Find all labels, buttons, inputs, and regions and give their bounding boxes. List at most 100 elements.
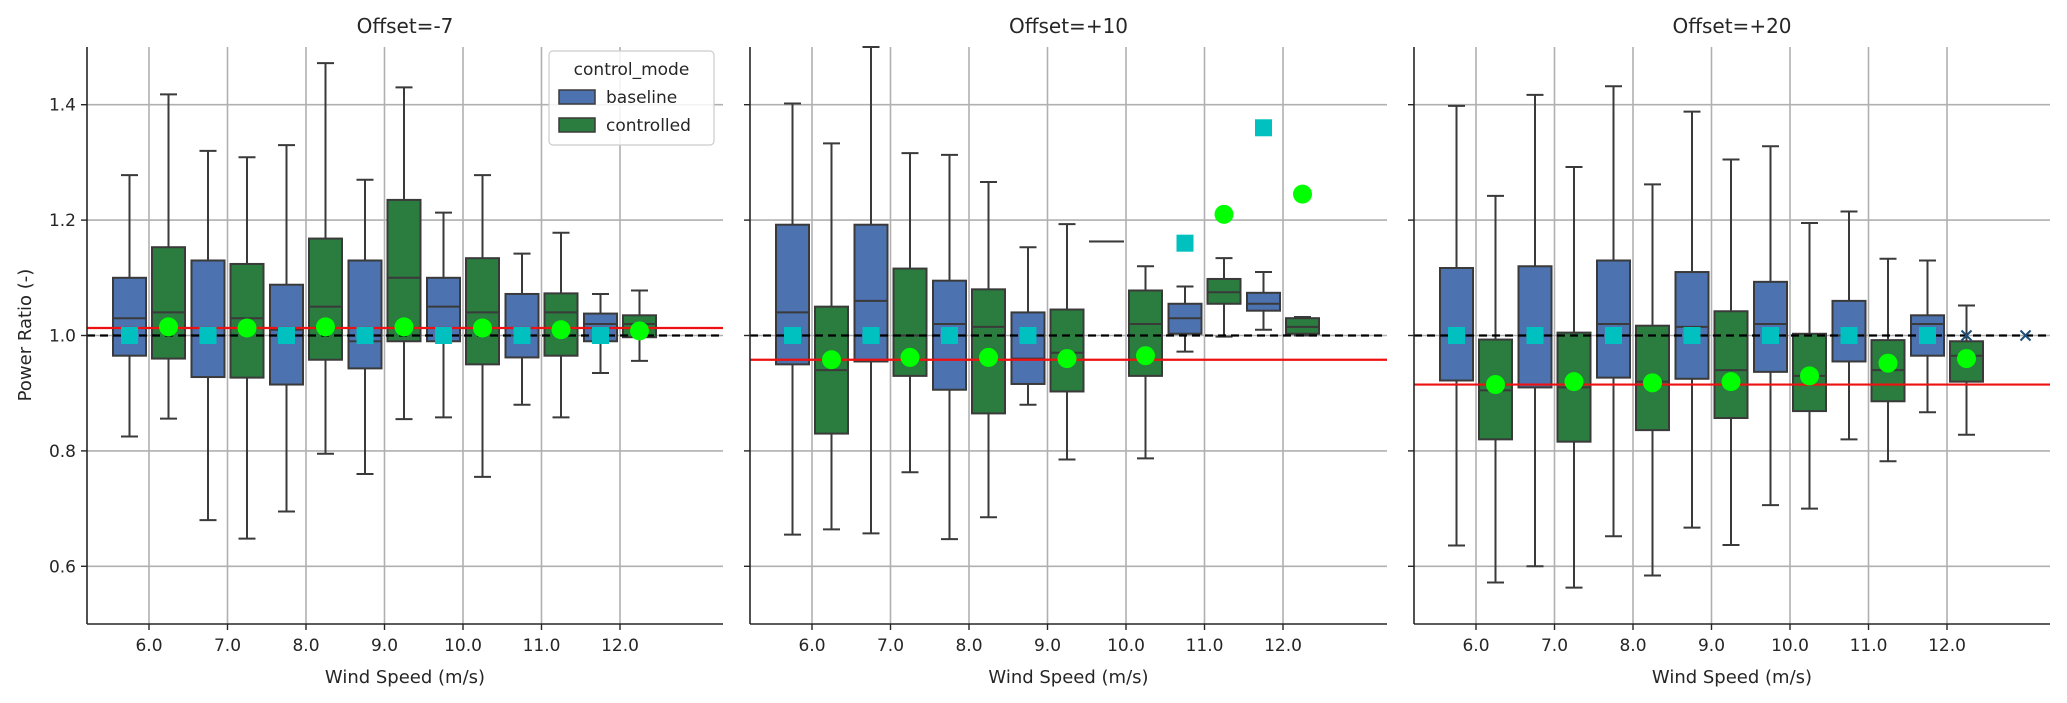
- controlled-mean-marker: [1057, 349, 1077, 369]
- controlled-box: [308, 237, 343, 361]
- x-tick-label: 11.0: [1850, 636, 1888, 656]
- panel-3: [1408, 47, 2050, 630]
- legend: control_mode baseline controlled: [548, 50, 715, 146]
- baseline-mean-marker: [356, 327, 374, 344]
- legend-title: control_mode: [574, 60, 690, 80]
- x-tick-label: 11.0: [523, 636, 561, 656]
- baseline-mean-marker: [1683, 327, 1701, 344]
- panel-title: Offset=+20: [1672, 14, 1791, 38]
- controlled-mean-marker: [1136, 346, 1155, 366]
- baseline-mean-marker: [1919, 327, 1936, 344]
- legend-label-controlled: controlled: [606, 116, 691, 136]
- baseline-mean-marker: [1762, 327, 1779, 344]
- outlier-stroke: [2019, 329, 2032, 342]
- x-tick-label: 6.0: [135, 636, 162, 656]
- baseline-box: [1753, 280, 1788, 373]
- controlled-mean-marker: [1214, 204, 1234, 224]
- baseline-mean-marker: [513, 327, 531, 344]
- baseline-box: [1010, 311, 1046, 385]
- baseline-box: [1439, 266, 1474, 382]
- controlled-mean-marker: [1878, 353, 1898, 373]
- baseline-mean-marker: [435, 327, 452, 344]
- baseline-mean-marker: [1840, 327, 1858, 344]
- legend-swatch-controlled: [558, 117, 596, 133]
- outlier-stroke: [1960, 329, 1973, 342]
- x-tick-label: 8.0: [1619, 636, 1646, 656]
- baseline-box: [1674, 271, 1710, 380]
- controlled-box: [151, 246, 186, 360]
- baseline-box: [190, 259, 226, 379]
- panel-title: Offset=+10: [1009, 14, 1128, 38]
- x-tick-label: 9.0: [1034, 636, 1061, 656]
- panel-2: [744, 46, 1387, 630]
- baseline-box: [347, 259, 383, 370]
- controlled-box: [386, 198, 422, 343]
- baseline-mean-marker: [1605, 327, 1622, 344]
- baseline-mean-marker: [1019, 327, 1037, 344]
- legend-label-baseline: baseline: [606, 88, 677, 108]
- y-tick-label: 0.6: [49, 557, 76, 577]
- baseline-mean-marker: [121, 327, 138, 344]
- x-tick-label: 12.0: [601, 636, 639, 656]
- baseline-mean-marker: [862, 327, 880, 344]
- controlled-mean-marker: [1564, 372, 1584, 392]
- x-tick-label: 10.0: [1771, 636, 1809, 656]
- controlled-mean-marker: [1957, 349, 1976, 369]
- y-tick-label: 1.4: [49, 96, 76, 116]
- baseline-mean-marker: [1255, 119, 1272, 137]
- controlled-mean-marker: [473, 318, 492, 338]
- baseline-mean-marker: [592, 327, 609, 344]
- baseline-box: [112, 276, 147, 357]
- y-tick-label: 1.0: [49, 327, 76, 347]
- baseline-mean-marker: [1448, 327, 1465, 344]
- x-tick-label: 7.0: [877, 636, 904, 656]
- controlled-mean-marker: [1486, 375, 1505, 395]
- baseline-mean-marker: [278, 327, 295, 344]
- baseline-mean-marker: [941, 327, 958, 344]
- baseline-mean-marker: [1176, 234, 1194, 252]
- baseline-box: [1517, 265, 1553, 389]
- x-tick-label: 12.0: [1264, 636, 1302, 656]
- legend-swatch-baseline: [558, 89, 596, 105]
- y-axis-label: Power Ratio (-): [15, 269, 36, 402]
- baseline-box: [1596, 259, 1631, 379]
- controlled-mean-marker: [822, 350, 841, 370]
- panel-title: Offset=-7: [357, 14, 454, 38]
- x-tick-label: 8.0: [292, 636, 319, 656]
- baseline-mean-marker: [1526, 327, 1544, 344]
- controlled-box: [465, 257, 500, 366]
- controlled-mean-marker: [316, 317, 335, 337]
- controlled-mean-marker: [900, 347, 920, 367]
- baseline-mean-marker: [199, 327, 217, 344]
- x-tick-label: 8.0: [955, 636, 982, 656]
- x-tick-label: 10.0: [1107, 636, 1145, 656]
- controlled-mean-marker: [551, 320, 571, 340]
- x-tick-label: 9.0: [1698, 636, 1725, 656]
- controlled-mean-marker: [394, 317, 414, 337]
- controlled-mean-marker: [1800, 366, 1819, 386]
- outlier-marker: [2019, 329, 2032, 342]
- controlled-box: [1713, 310, 1749, 420]
- controlled-mean-marker: [630, 321, 649, 341]
- outlier-marker: [1960, 329, 1973, 342]
- controlled-mean-marker: [159, 317, 178, 337]
- x-axis-label: Wind Speed (m/s): [988, 667, 1148, 688]
- y-tick-label: 0.8: [49, 442, 76, 462]
- x-tick-label: 12.0: [1928, 636, 1966, 656]
- baseline-mean-marker: [784, 327, 801, 344]
- x-tick-label: 7.0: [1541, 636, 1568, 656]
- controlled-mean-marker: [237, 318, 257, 338]
- baseline-box: [504, 292, 540, 359]
- x-tick-label: 9.0: [371, 636, 398, 656]
- x-tick-label: 10.0: [444, 636, 482, 656]
- controlled-mean-marker: [979, 347, 998, 367]
- controlled-mean-marker: [1293, 184, 1312, 204]
- controlled-mean-marker: [1643, 373, 1662, 393]
- baseline-box: [1246, 291, 1281, 312]
- x-tick-label: 11.0: [1186, 636, 1224, 656]
- x-axis-label: Wind Speed (m/s): [325, 667, 485, 688]
- x-axis-label: Wind Speed (m/s): [1652, 667, 1812, 688]
- x-tick-label: 6.0: [798, 636, 825, 656]
- controlled-mean-marker: [1721, 372, 1741, 392]
